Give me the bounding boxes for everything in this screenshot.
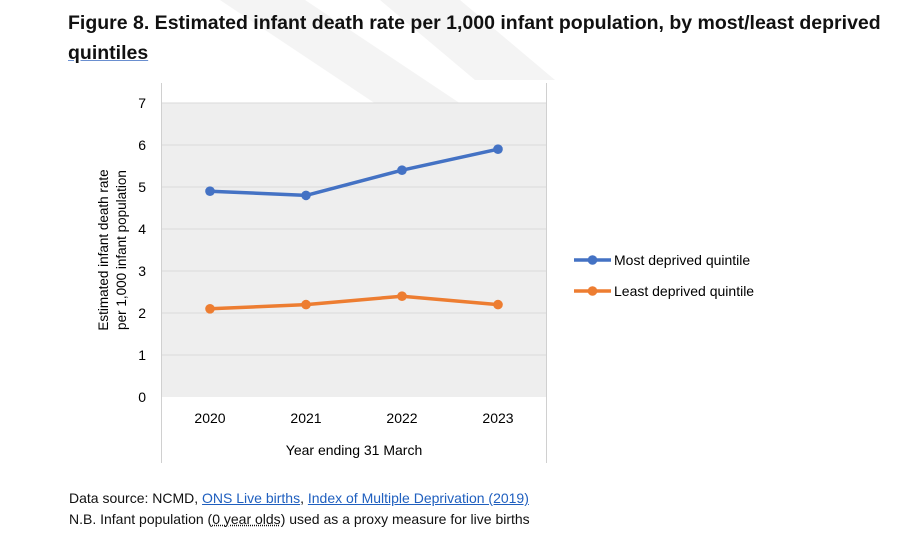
nb-term: 0 year olds: [212, 511, 281, 527]
y-axis-ticks: 0 1 2 3 4 5 6 7: [138, 95, 146, 405]
series-line-0: [208, 147, 500, 198]
legend-label-1: Least deprived quintile: [614, 283, 754, 299]
source-prefix: Data source: NCMD,: [69, 490, 203, 506]
y-tick-label-7: 7: [138, 95, 146, 111]
nb-line: N.B. Infant population (0 year olds) use…: [69, 509, 530, 530]
y-tick-label-6: 6: [138, 137, 146, 153]
y-tick-label-1: 1: [138, 347, 146, 363]
x-axis-label: Year ending 31 March: [286, 442, 422, 458]
y-tick-label-0: 0: [138, 389, 146, 405]
ons-live-births-link[interactable]: ONS Live births: [202, 490, 301, 506]
nb-prefix: N.B. Infant population (: [69, 511, 213, 527]
data-point-0-3: [493, 144, 503, 154]
x-tick-label-0: 2020: [194, 410, 225, 426]
x-axis-ticks: 2020 2021 2022 2023: [194, 410, 513, 426]
gridlines: [162, 102, 546, 356]
x-tick-label-2: 2022: [386, 410, 417, 426]
y-tick-label-5: 5: [138, 179, 146, 195]
data-point-1-3: [493, 299, 503, 310]
line-chart: 0 1 2 3 4 5 6 7 2020 2021 2022 2023 Estimated infa…: [96, 83, 754, 463]
y-tick-label-4: 4: [138, 221, 146, 237]
data-point-0-1: [301, 190, 311, 201]
legend-marker-1: [587, 286, 598, 296]
legend-marker-0: [587, 255, 598, 265]
chart-area-left-border: [161, 83, 162, 463]
legend: Most deprived quintile Least deprived qui…: [574, 252, 754, 299]
y-axis-label-line1: Estimated infant death rate: [96, 169, 111, 330]
x-tick-label-3: 2023: [482, 410, 513, 426]
data-point-0-0: [205, 186, 215, 196]
y-tick-label-2: 2: [138, 305, 146, 321]
y-tick-label-3: 3: [138, 263, 146, 279]
data-point-1-0: [205, 304, 215, 314]
source-separator: ,: [300, 490, 308, 506]
y-axis-label-line2: per 1,000 infant population: [114, 170, 129, 330]
figure-title-text: Figure 8. Estimated infant death rate pe…: [68, 12, 881, 34]
series-lines: [205, 144, 503, 314]
figure-notes: Data source: NCMD, ONS Live births, Inde…: [69, 488, 530, 530]
x-tick-label-1: 2021: [290, 410, 321, 426]
figure-title-underlined: quintiles: [68, 42, 149, 64]
data-source-line: Data source: NCMD, ONS Live births, Inde…: [69, 488, 530, 509]
nb-suffix: ) used as a proxy measure for live birth…: [280, 511, 530, 527]
imd-link[interactable]: Index of Multiple Deprivation (2019): [307, 490, 529, 506]
data-point-1-2: [397, 291, 407, 302]
chart-area-right-border: [546, 83, 547, 463]
data-point-1-1: [301, 299, 311, 310]
figure-title: Figure 8. Estimated infant death rate pe…: [68, 8, 888, 68]
series-line-1: [208, 294, 500, 311]
legend-label-0: Most deprived quintile: [614, 252, 750, 268]
data-point-0-2: [397, 165, 407, 175]
plot-area: [162, 103, 546, 397]
